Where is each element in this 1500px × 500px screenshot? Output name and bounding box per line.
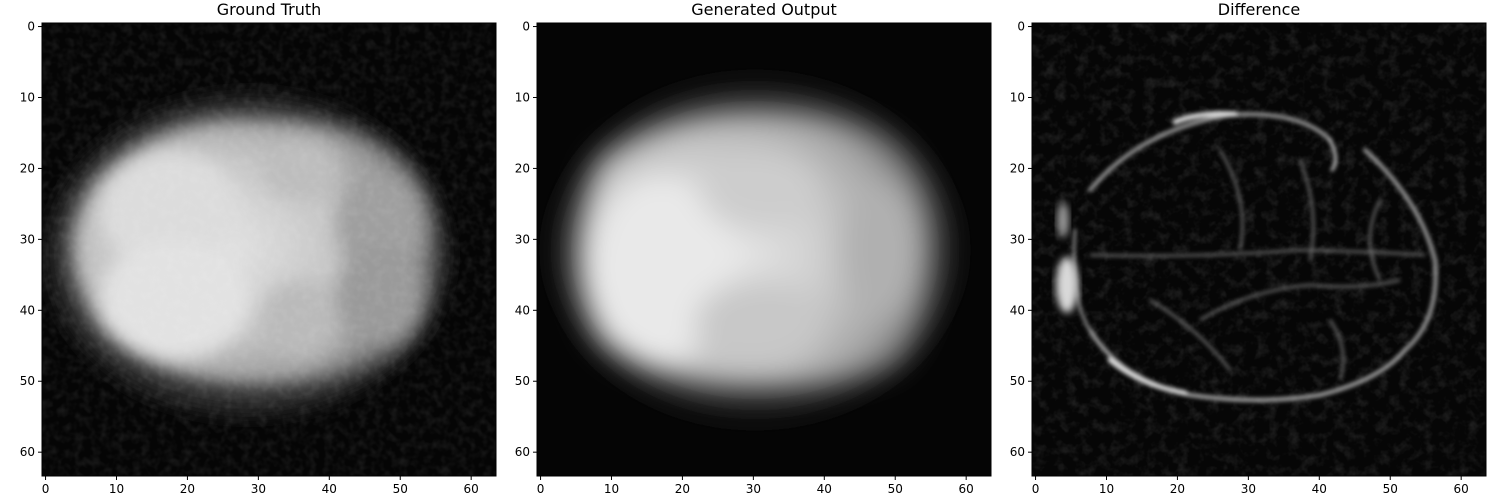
difference-x-tick-label: 40 <box>1312 482 1327 496</box>
generated-output-x-tick-label: 20 <box>675 482 690 496</box>
difference-x-tick-label: 20 <box>1170 482 1185 496</box>
generated-output-image <box>537 23 991 476</box>
panel-title-difference: Difference <box>1218 0 1300 19</box>
ground-truth-x-tick-label: 20 <box>180 482 195 496</box>
difference-x-tick-label: 0 <box>1032 482 1040 496</box>
difference-y-tick-label: 50 <box>1010 374 1025 388</box>
ground-truth-y-tick-label: 30 <box>20 232 35 246</box>
generated-output-y-tick-label: 10 <box>515 90 530 104</box>
ground-truth-y-tick-label: 40 <box>20 303 35 317</box>
difference-y-tick-label: 60 <box>1010 445 1025 459</box>
generated-output-x-tick-label: 0 <box>537 482 545 496</box>
ground-truth-y-tick-label: 50 <box>20 374 35 388</box>
panel-title-ground-truth: Ground Truth <box>217 0 322 19</box>
difference-x-tick-label: 10 <box>1099 482 1114 496</box>
difference-y-tick-label: 10 <box>1010 90 1025 104</box>
difference-x-tick-label: 30 <box>1241 482 1256 496</box>
generated-output-frame <box>536 22 992 477</box>
ground-truth-x-tick-label: 40 <box>322 482 337 496</box>
difference-y-tick-label: 0 <box>1017 20 1025 34</box>
generated-output-y-tick-label: 40 <box>515 303 530 317</box>
ground-truth-x-tick-label: 0 <box>42 482 50 496</box>
difference-y-tick-label: 40 <box>1010 303 1025 317</box>
ground-truth-y-tick-label: 0 <box>27 20 35 34</box>
generated-output-y-tick-label: 60 <box>515 445 530 459</box>
difference-x-tick-label: 50 <box>1383 482 1398 496</box>
generated-output-x-tick-label: 30 <box>746 482 761 496</box>
generated-output-x-tick-label: 40 <box>817 482 832 496</box>
difference-image <box>1032 23 1486 476</box>
ground-truth-y-tick-label: 20 <box>20 161 35 175</box>
ground-truth-frame <box>41 22 497 477</box>
generated-output-y-tick-label: 0 <box>522 20 530 34</box>
panel-title-generated-output: Generated Output <box>691 0 837 19</box>
ground-truth-image <box>42 23 496 476</box>
ground-truth-x-tick-label: 50 <box>393 482 408 496</box>
difference-x-tick-label: 60 <box>1454 482 1469 496</box>
difference-y-tick-label: 30 <box>1010 232 1025 246</box>
generated-output-y-tick-label: 50 <box>515 374 530 388</box>
generated-output-y-tick-label: 20 <box>515 161 530 175</box>
ground-truth-y-tick-label: 10 <box>20 90 35 104</box>
ground-truth-y-tick-label: 60 <box>20 445 35 459</box>
generated-output-x-tick-label: 10 <box>604 482 619 496</box>
ground-truth-x-tick-label: 30 <box>251 482 266 496</box>
generated-output-y-tick-label: 30 <box>515 232 530 246</box>
difference-frame <box>1031 22 1487 477</box>
difference-y-tick-label: 20 <box>1010 161 1025 175</box>
ground-truth-x-tick-label: 60 <box>464 482 479 496</box>
generated-output-x-tick-label: 60 <box>959 482 974 496</box>
ground-truth-x-tick-label: 10 <box>109 482 124 496</box>
generated-output-x-tick-label: 50 <box>888 482 903 496</box>
